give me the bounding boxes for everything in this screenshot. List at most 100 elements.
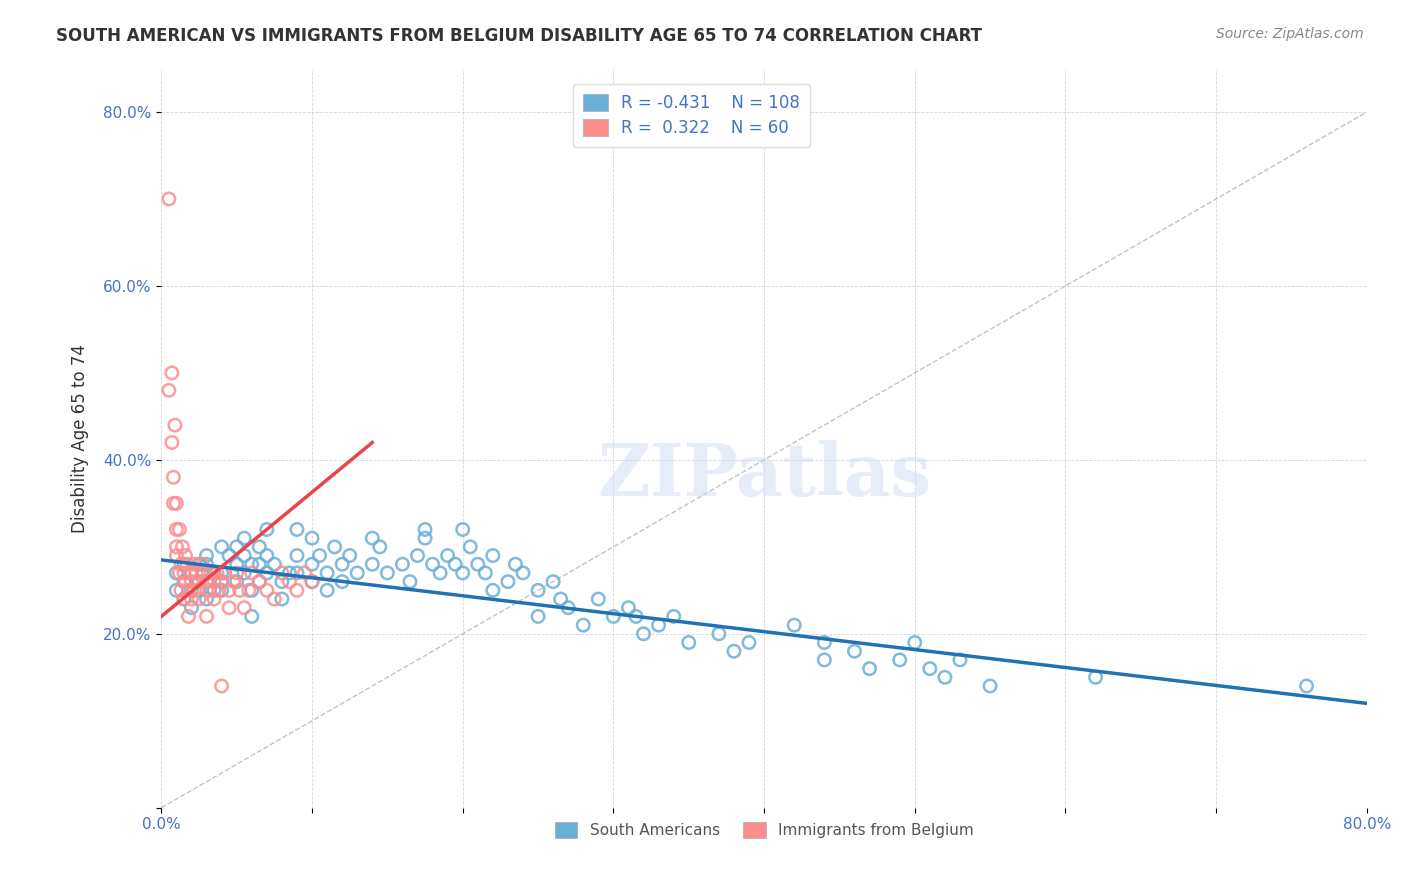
Point [225, 558, 247, 572]
Point [361, 558, 384, 572]
Point [165, 496, 187, 510]
Point [285, 549, 308, 563]
Point [218, 600, 240, 615]
Point [195, 609, 218, 624]
Point [707, 627, 730, 641]
Point [512, 566, 534, 580]
Point [177, 609, 200, 624]
Point [173, 592, 195, 607]
Point [301, 558, 323, 572]
Point [256, 523, 278, 537]
Point [195, 592, 218, 607]
Point [572, 618, 595, 632]
Point [195, 574, 218, 589]
Point [647, 618, 669, 632]
Point [330, 558, 353, 572]
Point [211, 583, 233, 598]
Point [198, 583, 221, 598]
Point [323, 540, 346, 554]
Point [527, 609, 550, 624]
Point [624, 609, 647, 624]
Point [783, 618, 806, 632]
Point [934, 670, 956, 684]
Point [738, 635, 761, 649]
Point [173, 566, 195, 580]
Point [163, 418, 186, 433]
Point [174, 574, 197, 589]
Point [240, 583, 263, 598]
Point [233, 600, 256, 615]
Point [436, 549, 458, 563]
Point [413, 531, 436, 545]
Point [202, 566, 225, 580]
Point [184, 566, 207, 580]
Point [202, 583, 225, 598]
Point [240, 566, 263, 580]
Point [406, 549, 429, 563]
Point [183, 558, 205, 572]
Point [247, 574, 270, 589]
Point [205, 566, 228, 580]
Legend: South Americans, Immigrants from Belgium: South Americans, Immigrants from Belgium [548, 816, 980, 845]
Point [429, 566, 451, 580]
Point [157, 384, 180, 398]
Point [422, 558, 444, 572]
Point [278, 566, 301, 580]
Point [263, 592, 285, 607]
Point [195, 574, 218, 589]
Y-axis label: Disability Age 65 to 74: Disability Age 65 to 74 [72, 343, 89, 533]
Point [193, 566, 215, 580]
Point [225, 574, 247, 589]
Point [294, 566, 316, 580]
Point [186, 574, 208, 589]
Point [180, 592, 202, 607]
Point [399, 574, 422, 589]
Point [505, 558, 527, 572]
Point [173, 558, 195, 572]
Point [211, 566, 233, 580]
Point [285, 523, 308, 537]
Point [180, 566, 202, 580]
Point [813, 653, 835, 667]
Point [211, 574, 233, 589]
Point [211, 679, 233, 693]
Point [256, 566, 278, 580]
Point [165, 540, 187, 554]
Point [482, 583, 505, 598]
Point [218, 549, 240, 563]
Point [678, 635, 700, 649]
Point [633, 627, 655, 641]
Point [301, 574, 323, 589]
Point [256, 583, 278, 598]
Point [361, 531, 384, 545]
Point [256, 549, 278, 563]
Point [285, 583, 308, 598]
Point [278, 574, 301, 589]
Point [413, 523, 436, 537]
Point [330, 574, 353, 589]
Point [180, 574, 202, 589]
Point [444, 558, 467, 572]
Point [200, 566, 222, 580]
Point [228, 583, 250, 598]
Point [527, 583, 550, 598]
Point [541, 574, 564, 589]
Point [377, 566, 399, 580]
Point [451, 566, 474, 580]
Point [247, 540, 270, 554]
Point [191, 558, 214, 572]
Point [162, 496, 184, 510]
Point [176, 558, 198, 572]
Point [233, 566, 256, 580]
Point [602, 609, 624, 624]
Point [170, 558, 193, 572]
Point [225, 540, 247, 554]
Point [904, 635, 927, 649]
Point [458, 540, 481, 554]
Point [177, 583, 200, 598]
Point [979, 679, 1001, 693]
Point [263, 558, 285, 572]
Text: SOUTH AMERICAN VS IMMIGRANTS FROM BELGIUM DISABILITY AGE 65 TO 74 CORRELATION CH: SOUTH AMERICAN VS IMMIGRANTS FROM BELGIU… [56, 27, 983, 45]
Point [233, 531, 256, 545]
Point [662, 609, 685, 624]
